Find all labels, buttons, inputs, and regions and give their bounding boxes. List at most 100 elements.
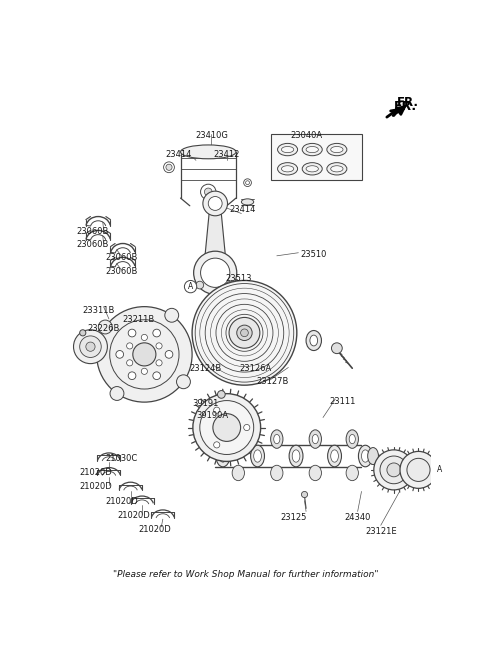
Circle shape	[127, 359, 133, 366]
Circle shape	[204, 188, 212, 195]
Ellipse shape	[361, 450, 369, 462]
Circle shape	[332, 343, 342, 354]
Polygon shape	[204, 215, 226, 262]
Ellipse shape	[327, 163, 347, 175]
Ellipse shape	[232, 465, 244, 481]
Text: 21020D: 21020D	[80, 482, 112, 491]
Circle shape	[214, 441, 220, 448]
Ellipse shape	[271, 430, 283, 448]
Ellipse shape	[346, 465, 359, 481]
Text: 21020D: 21020D	[106, 497, 139, 506]
Circle shape	[227, 281, 234, 289]
Circle shape	[213, 414, 240, 441]
Circle shape	[214, 407, 220, 413]
Ellipse shape	[277, 144, 298, 155]
Text: 24340: 24340	[345, 513, 371, 522]
Text: 23125: 23125	[280, 513, 307, 522]
Ellipse shape	[310, 335, 318, 346]
Circle shape	[192, 281, 297, 385]
Circle shape	[128, 372, 136, 380]
Ellipse shape	[235, 434, 241, 443]
Text: 23412: 23412	[214, 150, 240, 159]
Ellipse shape	[277, 163, 298, 175]
Circle shape	[301, 491, 308, 498]
Circle shape	[196, 281, 204, 289]
Circle shape	[141, 335, 147, 340]
Ellipse shape	[241, 199, 254, 205]
Text: 23226B: 23226B	[87, 323, 120, 333]
Ellipse shape	[302, 144, 322, 155]
Circle shape	[110, 386, 124, 400]
Circle shape	[116, 350, 123, 358]
Ellipse shape	[180, 145, 236, 159]
Text: 39190A: 39190A	[197, 411, 229, 420]
Ellipse shape	[216, 445, 230, 467]
Text: 23414: 23414	[229, 205, 255, 214]
Circle shape	[96, 306, 192, 402]
Circle shape	[201, 258, 230, 287]
Text: 23060B: 23060B	[77, 226, 109, 236]
Ellipse shape	[368, 447, 378, 464]
Circle shape	[98, 320, 112, 334]
Text: 23513: 23513	[225, 274, 252, 283]
Text: 21020D: 21020D	[80, 468, 112, 476]
Circle shape	[400, 451, 437, 488]
Ellipse shape	[331, 146, 343, 153]
Circle shape	[244, 179, 252, 186]
Circle shape	[141, 368, 147, 375]
Text: 23126A: 23126A	[240, 363, 272, 373]
Circle shape	[80, 330, 86, 336]
Text: 23311B: 23311B	[83, 306, 115, 315]
Ellipse shape	[306, 166, 318, 172]
Circle shape	[433, 464, 445, 476]
Circle shape	[193, 251, 237, 295]
Circle shape	[237, 325, 252, 340]
Ellipse shape	[254, 450, 262, 462]
Ellipse shape	[349, 434, 355, 443]
Text: 23040A: 23040A	[290, 131, 322, 140]
Circle shape	[193, 394, 261, 461]
Text: 21020D: 21020D	[118, 510, 150, 520]
Circle shape	[387, 463, 401, 477]
Text: 23211B: 23211B	[123, 315, 155, 324]
Ellipse shape	[289, 445, 303, 467]
Text: 23410G: 23410G	[195, 131, 228, 140]
Circle shape	[133, 343, 156, 366]
Ellipse shape	[274, 434, 280, 443]
Ellipse shape	[306, 331, 322, 350]
Circle shape	[200, 401, 254, 455]
Circle shape	[153, 329, 160, 337]
Text: "Please refer to Work Shop Manual for further information": "Please refer to Work Shop Manual for fu…	[113, 570, 379, 579]
Text: FR.: FR.	[394, 100, 417, 113]
Ellipse shape	[219, 450, 227, 462]
Circle shape	[240, 329, 248, 337]
Ellipse shape	[309, 430, 322, 448]
Text: 23060B: 23060B	[106, 266, 138, 276]
Ellipse shape	[251, 445, 264, 467]
Circle shape	[208, 197, 222, 211]
Text: 23060B: 23060B	[77, 240, 109, 249]
Ellipse shape	[281, 146, 294, 153]
Circle shape	[380, 456, 408, 483]
Text: 23124B: 23124B	[190, 363, 222, 373]
Ellipse shape	[327, 144, 347, 155]
Bar	[271, 134, 361, 180]
Circle shape	[80, 336, 101, 358]
Circle shape	[177, 375, 191, 389]
Ellipse shape	[331, 166, 343, 172]
Ellipse shape	[306, 146, 318, 153]
Circle shape	[407, 459, 430, 482]
Ellipse shape	[359, 445, 372, 467]
Circle shape	[165, 350, 173, 358]
Ellipse shape	[271, 465, 283, 481]
Circle shape	[244, 424, 250, 430]
Text: 39191: 39191	[192, 399, 218, 408]
Circle shape	[86, 342, 95, 352]
Circle shape	[166, 164, 172, 171]
Text: A: A	[437, 465, 442, 474]
Circle shape	[153, 372, 160, 380]
Circle shape	[156, 343, 162, 349]
Text: 23111: 23111	[329, 397, 356, 405]
Circle shape	[127, 343, 133, 349]
Circle shape	[203, 191, 228, 216]
